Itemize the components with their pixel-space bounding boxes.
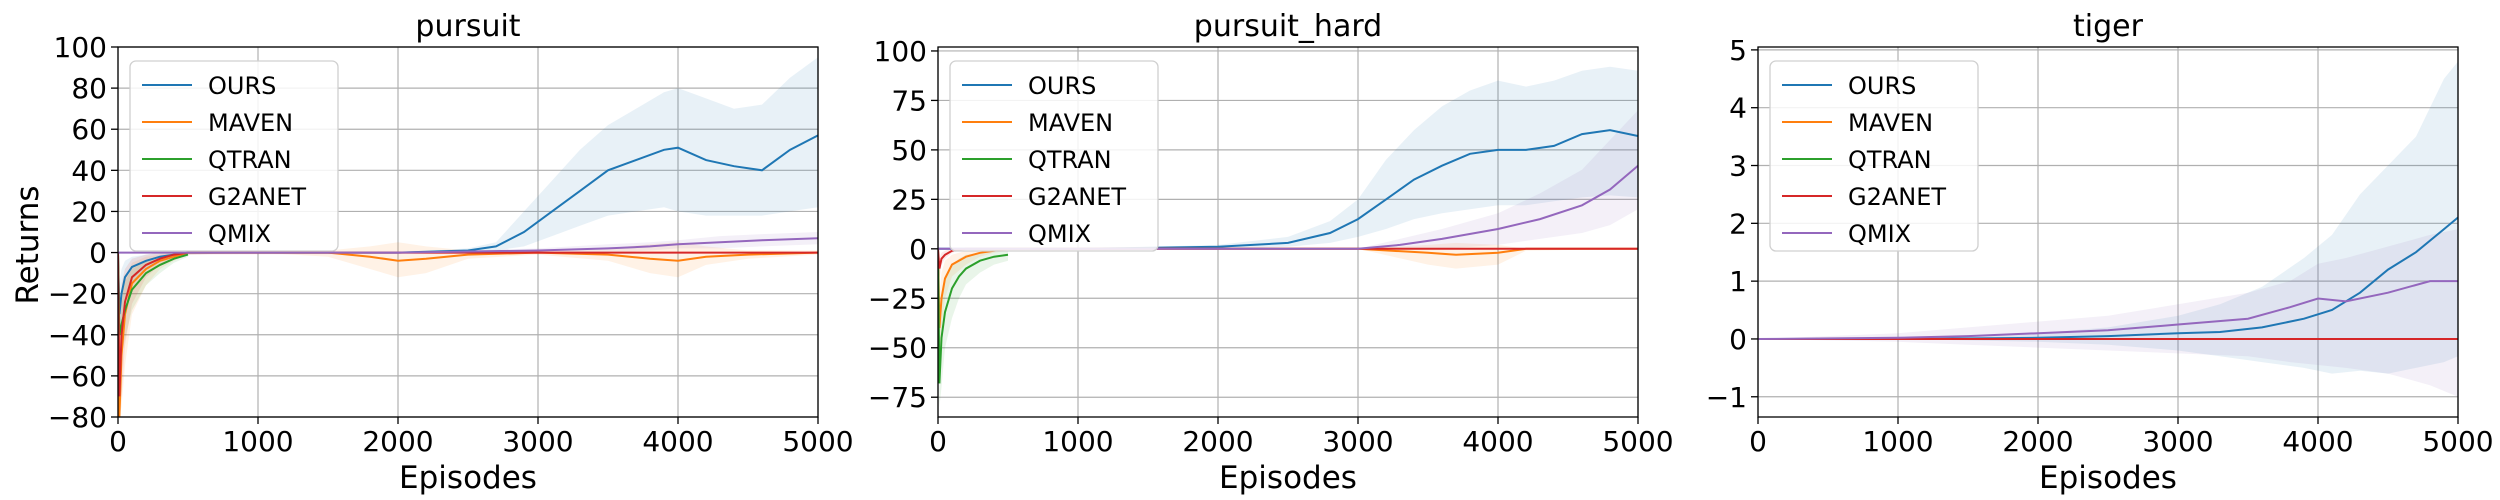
y-tick-label: 0 — [1729, 323, 1747, 356]
legend-label-maven: MAVEN — [1848, 109, 1933, 137]
x-tick-label: 1000 — [1862, 425, 1933, 458]
y-tick-label: 0 — [89, 237, 107, 270]
legend-label-g2anet: G2ANET — [208, 183, 306, 211]
y-tick-label: −20 — [48, 278, 107, 311]
x-tick-label: 5000 — [1602, 425, 1673, 458]
y-tick-label: −25 — [868, 282, 927, 315]
x-tick-label: 3000 — [1322, 425, 1393, 458]
y-tick-label: −75 — [868, 381, 927, 414]
x-tick-label: 2000 — [2002, 425, 2073, 458]
legend-box — [1769, 60, 1979, 252]
chart-title: pursuit_hard — [1194, 9, 1382, 44]
x-tick-label: 0 — [929, 425, 947, 458]
series-band-maven — [118, 242, 818, 417]
legend-label-qmix: QMIX — [1848, 220, 1911, 248]
chart-title: pursuit — [415, 9, 520, 44]
legend-label-qtran: QTRAN — [208, 146, 292, 174]
series-line-ours — [1758, 216, 2458, 340]
series-line-ours — [118, 134, 818, 315]
x-tick-label: 0 — [1749, 425, 1767, 458]
legend-label-g2anet: G2ANET — [1848, 183, 1946, 211]
x-axis-label: Episodes — [399, 460, 537, 496]
y-tick-label: 75 — [891, 84, 927, 117]
x-tick-label: 4000 — [2282, 425, 2353, 458]
x-axis-label: Episodes — [1219, 460, 1357, 496]
y-tick-label: −60 — [48, 360, 107, 393]
y-tick-label: 40 — [71, 154, 107, 187]
series-line-ours — [938, 129, 1638, 250]
legend-label-maven: MAVEN — [1028, 109, 1113, 137]
legend-label-qmix: QMIX — [1028, 220, 1091, 248]
legend-box — [949, 60, 1159, 252]
y-tick-label: 0 — [909, 233, 927, 266]
y-tick-label: 2 — [1729, 207, 1747, 240]
x-tick-label: 4000 — [1462, 425, 1533, 458]
legend-label-maven: MAVEN — [208, 109, 293, 137]
plot-frame — [937, 46, 1639, 418]
y-tick-label: 4 — [1729, 92, 1747, 125]
x-tick-label: 1000 — [1042, 425, 1113, 458]
legend: OURS MAVEN QTRAN G2ANET QMIX — [129, 60, 339, 252]
chart-panel-tiger: 0 1000 2000 3000 4000 5000−1012345tigerEpisod… — [1706, 9, 2494, 496]
x-tick-label: 4000 — [642, 425, 713, 458]
x-tick-label: 1000 — [222, 425, 293, 458]
series-line-g2anet — [938, 247, 1638, 269]
x-tick-label: 0 — [109, 425, 127, 458]
series-band-ours — [938, 66, 1638, 249]
x-tick-label: 3000 — [502, 425, 573, 458]
legend: OURS MAVEN QTRAN G2ANET QMIX — [949, 60, 1159, 252]
series-line-qtran — [118, 252, 189, 335]
legend-label-ours: OURS — [1848, 72, 1916, 100]
y-tick-label: 80 — [71, 72, 107, 105]
chart-panel-pursuit-hard: 0 1000 2000 3000 4000 5000 −75 −50 −25 0 25 50 75 100… — [868, 9, 1674, 496]
legend-label-ours: OURS — [208, 72, 276, 100]
legend-box — [129, 60, 339, 252]
x-tick-label: 2000 — [1182, 425, 1253, 458]
legend-label-ours: OURS — [1028, 72, 1096, 100]
y-tick-label: 100 — [874, 35, 927, 68]
series-line-qtran — [938, 248, 1009, 384]
y-tick-label: 100 — [54, 31, 107, 64]
chart-title: tiger — [2073, 9, 2144, 44]
y-tick-label: 20 — [71, 195, 107, 228]
x-tick-label: 3000 — [2142, 425, 2213, 458]
x-axis-label: Episodes — [2039, 460, 2177, 496]
series-band-maven — [938, 242, 1638, 358]
y-tick-label: 60 — [71, 113, 107, 146]
legend-label-g2anet: G2ANET — [1028, 183, 1126, 211]
y-tick-label: 1 — [1729, 265, 1747, 298]
y-tick-label: 5 — [1729, 34, 1747, 67]
x-tick-label: 5000 — [2422, 425, 2493, 458]
series-band-qmix — [938, 110, 1638, 249]
legend-label-qmix: QMIX — [208, 220, 271, 248]
y-tick-label: −40 — [48, 319, 107, 352]
series-band-g2anet — [938, 248, 1638, 279]
legend-label-qtran: QTRAN — [1848, 146, 1932, 174]
series-line-maven — [938, 247, 1638, 329]
legend: OURS MAVEN QTRAN G2ANET QMIX — [1769, 60, 1979, 252]
series-line-g2anet — [118, 251, 818, 397]
x-tick-label: 2000 — [362, 425, 433, 458]
series-line-qmix — [1758, 280, 2458, 340]
series-band-qmix — [1758, 229, 2458, 397]
chart-panel-pursuit: 0 1000 2000 3000 4000 5000 −80 −60 −40 −20 0 20 40 60… — [48, 9, 854, 496]
x-tick-label: 5000 — [782, 425, 853, 458]
y-tick-label: −1 — [1706, 381, 1747, 414]
y-tick-label: 25 — [891, 183, 927, 216]
y-tick-label: 3 — [1729, 150, 1747, 183]
y-tick-label: −80 — [48, 401, 107, 434]
y-tick-label: 50 — [891, 134, 927, 167]
series-band-ours — [1758, 61, 2458, 374]
series-line-qmix — [118, 237, 818, 254]
plot-frame — [117, 46, 819, 418]
legend-label-qtran: QTRAN — [1028, 146, 1112, 174]
plot-frame — [1757, 46, 2459, 418]
y-tick-label: −50 — [868, 332, 927, 365]
series-band-ours — [118, 57, 818, 346]
y-axis-label: Returns — [10, 185, 46, 304]
series-band-qtran — [938, 248, 1008, 408]
